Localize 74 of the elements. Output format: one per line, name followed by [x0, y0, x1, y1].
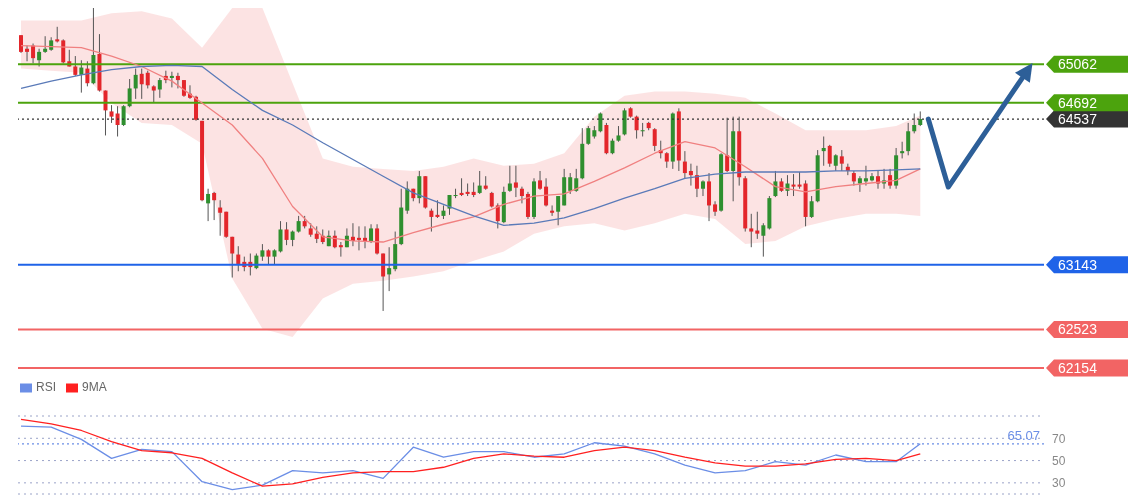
candlestick — [857, 175, 862, 193]
candlestick — [882, 168, 887, 190]
y-tick-label: 65062 — [1058, 56, 1098, 73]
candlestick — [206, 188, 211, 222]
candlestick — [791, 173, 796, 197]
y-tick-label: 70 — [1052, 431, 1066, 446]
candlestick — [755, 211, 760, 240]
candlestick — [169, 71, 174, 88]
candlestick — [513, 165, 518, 198]
candlestick — [127, 78, 132, 108]
candlestick — [827, 144, 832, 168]
candlestick — [694, 165, 699, 198]
y-tick-label: 62154 — [1058, 359, 1098, 376]
candlestick — [682, 150, 687, 179]
candlestick — [25, 45, 30, 62]
y-tick-label: 63143 — [1058, 256, 1098, 273]
candlestick — [863, 165, 868, 187]
candlestick — [218, 199, 223, 237]
candlestick — [429, 208, 434, 233]
candlestick — [121, 104, 126, 127]
candlestick — [495, 202, 500, 229]
candlestick — [61, 38, 66, 64]
candlestick — [550, 204, 555, 217]
y-tick-label: 62523 — [1058, 321, 1098, 338]
candlestick — [230, 236, 235, 279]
candlestick — [652, 127, 657, 152]
candlestick — [405, 180, 410, 215]
candlestick — [688, 163, 693, 187]
legend-label: 9MA — [82, 380, 107, 394]
y-tick-label: 64692 — [1058, 94, 1098, 111]
candlestick — [876, 170, 881, 190]
line-series — [20, 64, 921, 226]
candlestick — [363, 225, 368, 249]
candlestick — [713, 200, 718, 217]
candlestick — [586, 125, 591, 146]
candlestick — [417, 170, 422, 204]
candlestick — [338, 241, 343, 258]
candlestick — [519, 186, 524, 204]
candlestick — [839, 149, 844, 172]
ref-line-label: 65.07 — [1007, 427, 1040, 443]
candlestick — [912, 113, 917, 134]
candlestick — [133, 68, 138, 100]
candlestick — [157, 77, 162, 99]
candlestick — [761, 222, 766, 258]
candlestick — [278, 220, 283, 253]
candlestick — [773, 170, 778, 198]
candlestick — [568, 172, 573, 195]
candlestick — [43, 35, 48, 54]
candlestick — [387, 246, 392, 292]
candlestick — [369, 223, 374, 244]
legend-label: RSI — [36, 380, 57, 394]
candlestick — [284, 221, 289, 246]
candlestick — [175, 72, 180, 89]
line-series — [20, 418, 921, 487]
candlestick — [598, 111, 603, 133]
candlestick — [725, 117, 730, 173]
candlestick — [538, 170, 543, 191]
candlestick — [809, 195, 814, 219]
candlestick — [749, 213, 754, 248]
candlestick — [821, 136, 826, 167]
candlestick — [556, 195, 561, 226]
candlestick — [700, 179, 705, 197]
candlestick — [236, 245, 241, 272]
candlestick — [507, 165, 512, 193]
y-tick-label: 50 — [1052, 453, 1066, 468]
candlestick — [212, 191, 217, 221]
candlestick — [525, 191, 530, 220]
candlestick — [477, 170, 482, 195]
candlestick — [869, 172, 874, 182]
candlestick — [139, 68, 144, 100]
candlestick — [356, 225, 361, 251]
y-tick-label: 30 — [1052, 476, 1066, 491]
y-tick-label: 64537 — [1058, 110, 1098, 127]
candlestick — [906, 122, 911, 156]
